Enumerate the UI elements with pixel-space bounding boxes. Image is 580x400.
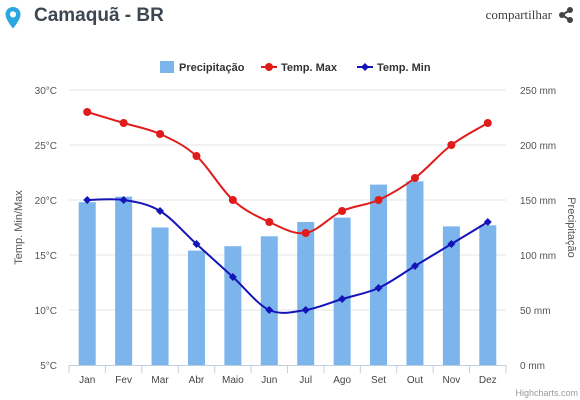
y-left-tick-label: 30°C — [35, 86, 57, 97]
precipitation-bar — [78, 202, 96, 365]
y-right-tick-label: 200 mm — [520, 141, 556, 152]
legend-symbol-precipitation — [160, 61, 174, 73]
y-left-tick-label: 20°C — [35, 196, 57, 207]
precipitation-bar — [297, 222, 315, 365]
temp-min-point — [338, 295, 347, 303]
share-button[interactable]: compartilhar — [486, 7, 574, 23]
temp-min-point — [119, 196, 128, 204]
temp-max-point — [119, 119, 128, 127]
temp-min-point — [83, 196, 92, 204]
y-right-tick-label: 0 mm — [520, 361, 545, 372]
temp-max-point — [338, 207, 347, 215]
chart-credits[interactable]: Highcharts.com — [515, 388, 578, 398]
x-tick-label: Set — [371, 375, 386, 386]
y-right-tick-label: 150 mm — [520, 196, 556, 207]
temp-max-point — [265, 218, 274, 226]
temp-min-point — [228, 273, 237, 281]
temp-max-point — [410, 174, 419, 182]
y-left-tick-label: 15°C — [35, 251, 57, 262]
precipitation-bar — [442, 226, 460, 365]
precipitation-bar — [479, 225, 497, 365]
x-tick-label: Jun — [261, 375, 277, 386]
precipitation-bar — [333, 217, 351, 365]
temp-min-point — [156, 207, 165, 215]
x-tick-label: Fev — [115, 375, 132, 386]
temp-max-point — [156, 130, 165, 138]
x-tick-label: Jan — [79, 375, 95, 386]
legend-symbol-marker — [265, 63, 273, 71]
temp-min-point — [265, 306, 274, 314]
y-right-tick-label: 50 mm — [520, 306, 551, 317]
x-tick-label: Mar — [151, 375, 169, 386]
precipitation-bar — [370, 184, 388, 365]
x-tick-label: Maio — [222, 375, 244, 386]
legend-label: Temp. Max — [281, 62, 338, 74]
y-left-tick-label: 10°C — [35, 306, 57, 317]
temp-min-point — [410, 262, 419, 270]
temp-max-point — [483, 119, 492, 127]
x-tick-label: Nov — [442, 375, 460, 386]
temp-max-point — [192, 152, 201, 160]
temp-min-point — [374, 284, 383, 292]
x-tick-label: Dez — [479, 375, 497, 386]
header: Camaquã - BR compartilhar — [0, 0, 580, 36]
page-title: Camaquã - BR — [34, 5, 164, 26]
temp-min-point — [447, 240, 456, 248]
temp-min-point — [192, 240, 201, 248]
temp-max-point — [374, 196, 383, 204]
legend-label: Precipitação — [179, 62, 245, 74]
temp-min-point — [301, 306, 310, 314]
legend-label: Temp. Min — [377, 62, 431, 74]
y-right-tick-label: 250 mm — [520, 86, 556, 97]
precipitation-bar — [406, 181, 424, 365]
precipitation-bar — [151, 227, 169, 365]
y-left-tick-label: 5°C — [40, 361, 57, 372]
x-tick-label: Abr — [189, 375, 205, 386]
share-icon — [559, 7, 573, 23]
precipitation-bar — [115, 196, 133, 365]
temp-min-point — [483, 218, 492, 226]
temp-max-line — [86, 111, 489, 235]
temp-max-point — [301, 229, 310, 237]
temp-min-line — [87, 198, 489, 314]
x-tick-label: Out — [407, 375, 423, 386]
y-left-axis-title: Temp. Min/Max — [13, 190, 25, 265]
precipitation-bar — [260, 236, 278, 365]
precipitation-bar — [224, 246, 242, 365]
legend-symbol-marker — [361, 63, 369, 71]
x-tick-label: Jul — [299, 375, 312, 386]
share-label: compartilhar — [485, 7, 552, 22]
temp-max-point — [447, 141, 456, 149]
precipitation-bar — [187, 250, 205, 365]
y-right-tick-label: 100 mm — [520, 251, 556, 262]
map-pin-icon — [5, 7, 21, 29]
temp-max-point — [228, 196, 237, 204]
y-left-tick-label: 25°C — [35, 141, 57, 152]
y-right-axis-title: Precipitação — [565, 197, 577, 258]
x-tick-label: Ago — [333, 375, 351, 386]
temp-max-point — [83, 108, 92, 116]
